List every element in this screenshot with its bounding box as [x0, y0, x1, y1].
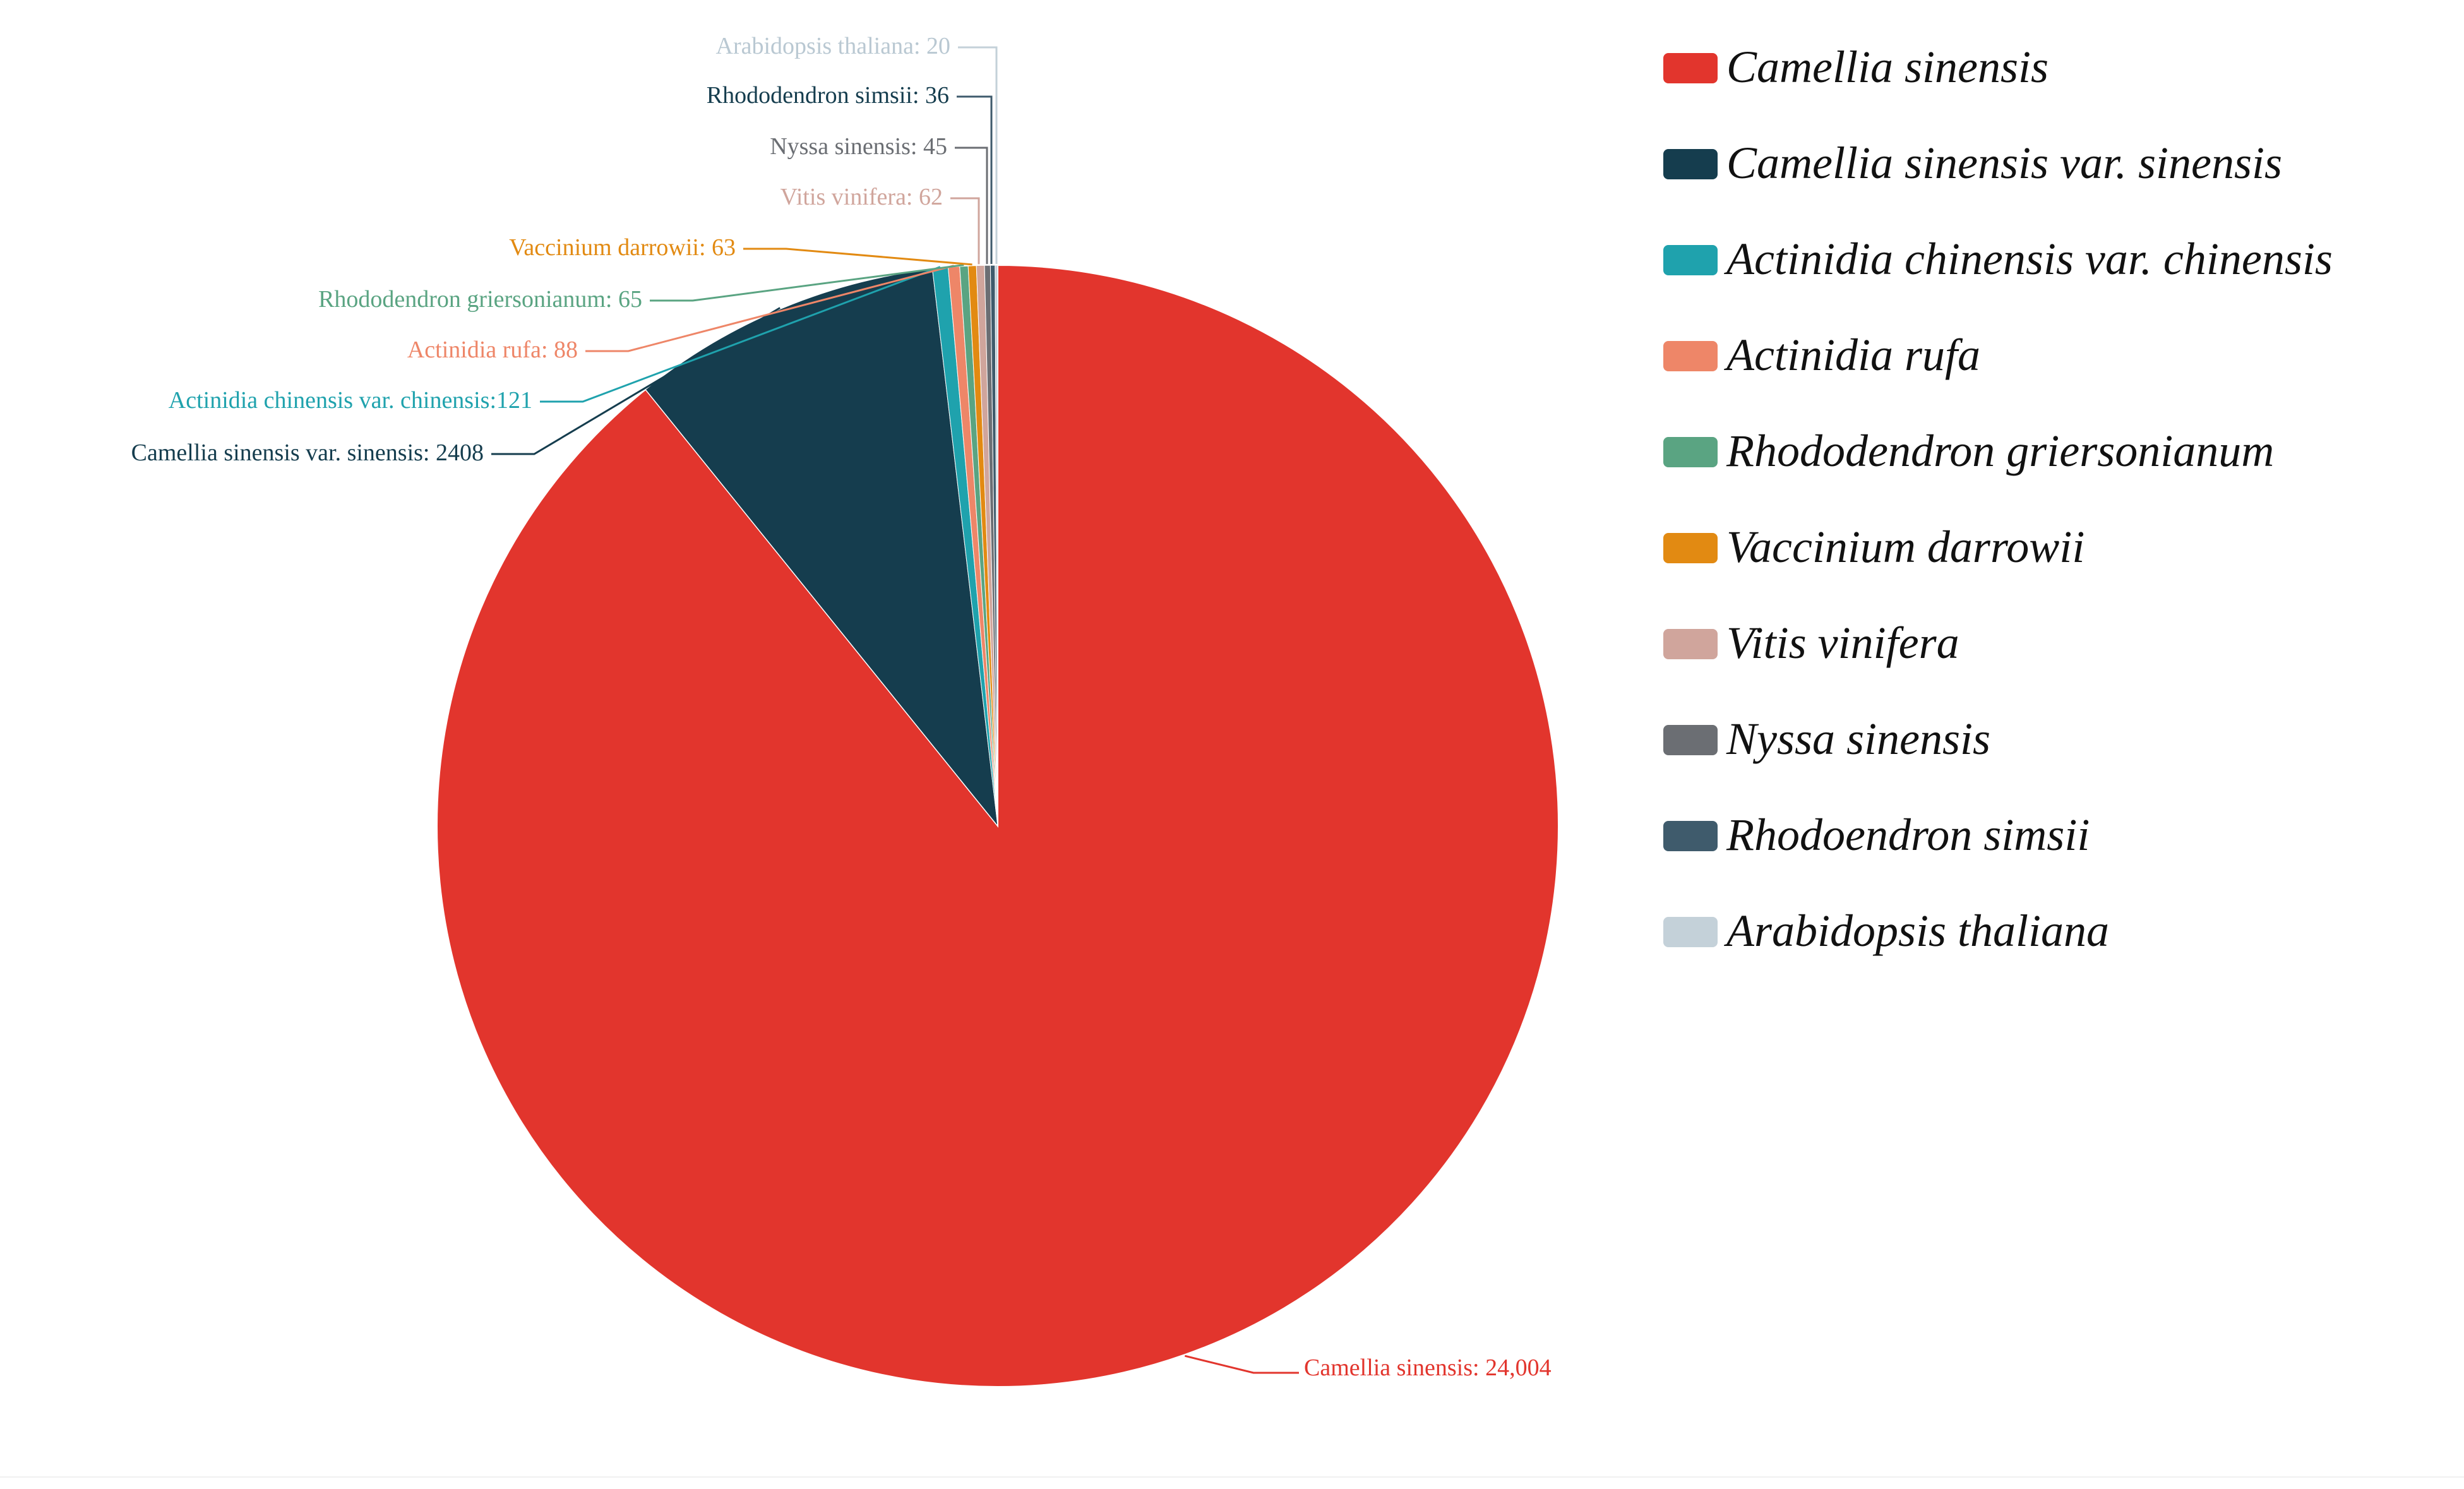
legend-label-actinidia-chinensis-var-chinensis: Actinidia chinensis var. chinensis	[1724, 234, 2333, 284]
bottom-rule	[0, 1476, 2464, 1478]
leader-line-camellia-sinensis-var-sinensis	[491, 307, 780, 455]
slice-label-camellia-sinensis-var-sinensis: Camellia sinensis var. sinensis: 2408	[131, 440, 484, 466]
legend-label-camellia-sinensis: Camellia sinensis	[1726, 42, 2048, 92]
slice-label-rhododendron-griersonianum: Rhododendron griersonianum: 65	[318, 286, 642, 313]
leader-line-camellia-sinensis	[1185, 1354, 1299, 1374]
legend-swatch-rhodoendron-simsii	[1663, 821, 1718, 851]
legend-swatch-vitis-vinifera	[1663, 629, 1718, 659]
legend-swatch-camellia-sinensis	[1663, 53, 1718, 83]
leader-line-actinidia-chinensis-var-chinensis	[540, 266, 941, 403]
legend-label-nyssa-sinensis: Nyssa sinensis	[1726, 714, 1990, 764]
slice-label-rhododendron-simsii: Rhododendron simsii: 36	[707, 82, 949, 109]
leader-lines	[491, 46, 1299, 1374]
legend-swatch-rhododendron-griersonianum	[1663, 437, 1718, 467]
legend-swatch-nyssa-sinensis	[1663, 725, 1718, 755]
slice-label-vaccinium-darrowii: Vaccinium darrowii: 63	[509, 234, 736, 261]
leader-line-rhododendron-griersonianum	[650, 264, 964, 302]
legend-swatch-arabidopsis-thaliana	[1663, 917, 1718, 947]
slice-label-camellia-sinensis: Camellia sinensis: 24,004	[1304, 1354, 1552, 1381]
legend: Camellia sinensis Camellia sinensis var. …	[1663, 42, 2333, 956]
pie-slices	[436, 264, 1560, 1387]
legend-swatch-vaccinium-darrowii	[1663, 533, 1718, 563]
leader-line-nyssa-sinensis	[955, 147, 988, 265]
leader-line-arabidopsis-thaliana	[958, 46, 998, 265]
legend-swatch-actinidia-rufa	[1663, 341, 1718, 371]
legend-label-rhodoendron-simsii: Rhodoendron simsii	[1726, 810, 2090, 860]
slice-label-vitis-vinifera: Vitis vinifera: 62	[780, 184, 943, 210]
legend-label-vitis-vinifera: Vitis vinifera	[1726, 618, 1959, 668]
legend-label-actinidia-rufa: Actinidia rufa	[1724, 330, 1980, 380]
leader-line-rhododendron-simsii	[957, 95, 993, 265]
leader-line-actinidia-rufa	[585, 265, 954, 352]
legend-label-vaccinium-darrowii: Vaccinium darrowii	[1726, 522, 2084, 572]
slice-label-nyssa-sinensis: Nyssa sinensis: 45	[770, 133, 947, 160]
leader-line-vitis-vinifera	[950, 197, 980, 265]
slice-label-actinidia-rufa: Actinidia rufa: 88	[407, 337, 578, 363]
slice-label-arabidopsis-thaliana: Arabidopsis thaliana: 20	[716, 33, 950, 59]
legend-label-camellia-sinensis-var-sinensis: Camellia sinensis var. sinensis	[1726, 138, 2282, 188]
leader-line-vaccinium-darrowii	[743, 248, 972, 266]
legend-swatch-actinidia-chinensis-var-chinensis	[1663, 245, 1718, 275]
pie-slice-arabidopsis-thaliana	[995, 265, 998, 827]
slice-label-actinidia-chinensis-var-chinensis: Actinidia chinensis var. chinensis:121	[169, 387, 532, 414]
legend-label-arabidopsis-thaliana: Arabidopsis thaliana	[1724, 906, 2109, 956]
slice-labels: Camellia sinensis: 24,004 Camellia sinens…	[131, 33, 1552, 1381]
legend-swatch-camellia-sinensis-var-sinensis	[1663, 149, 1718, 179]
legend-label-rhododendron-griersonianum: Rhododendron griersonianum	[1726, 426, 2274, 476]
